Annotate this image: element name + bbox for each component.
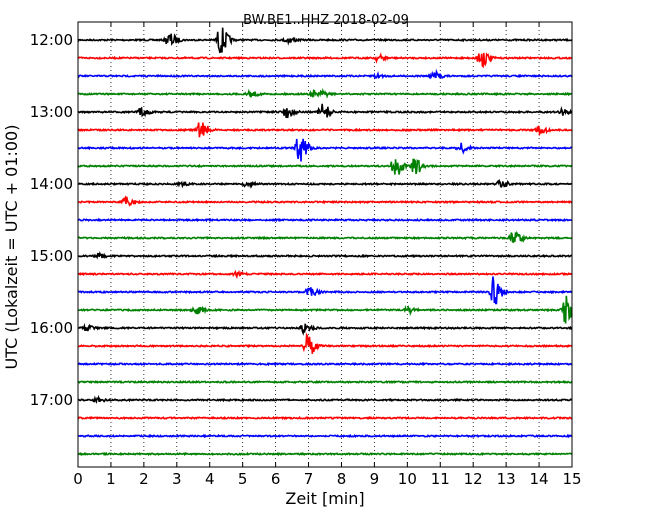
trace-line bbox=[77, 158, 573, 175]
x-tick-label: 8 bbox=[337, 470, 347, 488]
chart-title: BW.BE1..HHZ 2018-02-09 bbox=[243, 13, 409, 28]
x-tick-label: 0 bbox=[73, 470, 83, 488]
x-tick-label: 12 bbox=[464, 470, 483, 488]
y-axis-ticks: 12:00 13:00 14:00 15:00 16:00 17:00 bbox=[30, 31, 572, 409]
x-axis-label: Zeit [min] bbox=[285, 489, 364, 508]
trace-line bbox=[77, 122, 573, 138]
x-tick-label: 15 bbox=[562, 470, 581, 488]
trace-line bbox=[77, 451, 573, 457]
x-tick-label: 3 bbox=[172, 470, 182, 488]
y-axis-label: UTC (Lokalzeit = UTC + 01:00) bbox=[2, 125, 21, 370]
trace-line bbox=[77, 27, 573, 54]
x-tick-label: 14 bbox=[530, 470, 549, 488]
trace-line bbox=[77, 52, 573, 69]
y-tick-label: 12:00 bbox=[30, 31, 73, 49]
trace-line bbox=[77, 178, 573, 189]
x-tick-label: 6 bbox=[271, 470, 281, 488]
trace-line bbox=[77, 394, 573, 405]
x-tick-label: 2 bbox=[139, 470, 149, 488]
trace-line bbox=[77, 230, 573, 243]
trace-line bbox=[77, 217, 573, 223]
x-tick-label: 11 bbox=[431, 470, 450, 488]
y-tick-label: 15:00 bbox=[30, 247, 73, 265]
trace-line bbox=[77, 269, 573, 280]
y-tick-label: 13:00 bbox=[30, 103, 73, 121]
trace-line bbox=[77, 379, 573, 385]
trace-line bbox=[77, 195, 573, 207]
x-tick-label: 4 bbox=[205, 470, 215, 488]
trace-line bbox=[77, 87, 573, 99]
x-tick-label: 7 bbox=[304, 470, 314, 488]
x-tick-label: 13 bbox=[497, 470, 516, 488]
plot-frame bbox=[77, 21, 573, 468]
trace-line bbox=[77, 103, 573, 119]
trace-line bbox=[77, 295, 573, 324]
trace-line bbox=[77, 415, 573, 421]
x-tick-label: 9 bbox=[370, 470, 380, 488]
trace-line bbox=[77, 68, 573, 80]
x-axis-ticks: 0 1 2 3 4 5 6 7 8 9 10 11 12 13 14 15 bbox=[73, 22, 582, 488]
trace-line bbox=[77, 332, 573, 354]
trace-line bbox=[77, 276, 573, 305]
trace-line bbox=[77, 251, 573, 260]
y-tick-label: 17:00 bbox=[30, 391, 73, 409]
x-tick-label: 5 bbox=[238, 470, 248, 488]
trace-line bbox=[77, 322, 573, 336]
trace-line bbox=[77, 361, 573, 367]
trace-line bbox=[77, 138, 573, 162]
x-tick-label: 10 bbox=[398, 470, 417, 488]
traces bbox=[77, 27, 573, 457]
trace-line bbox=[77, 433, 573, 439]
y-tick-label: 14:00 bbox=[30, 175, 73, 193]
y-tick-label: 16:00 bbox=[30, 319, 73, 337]
x-tick-label: 1 bbox=[106, 470, 116, 488]
